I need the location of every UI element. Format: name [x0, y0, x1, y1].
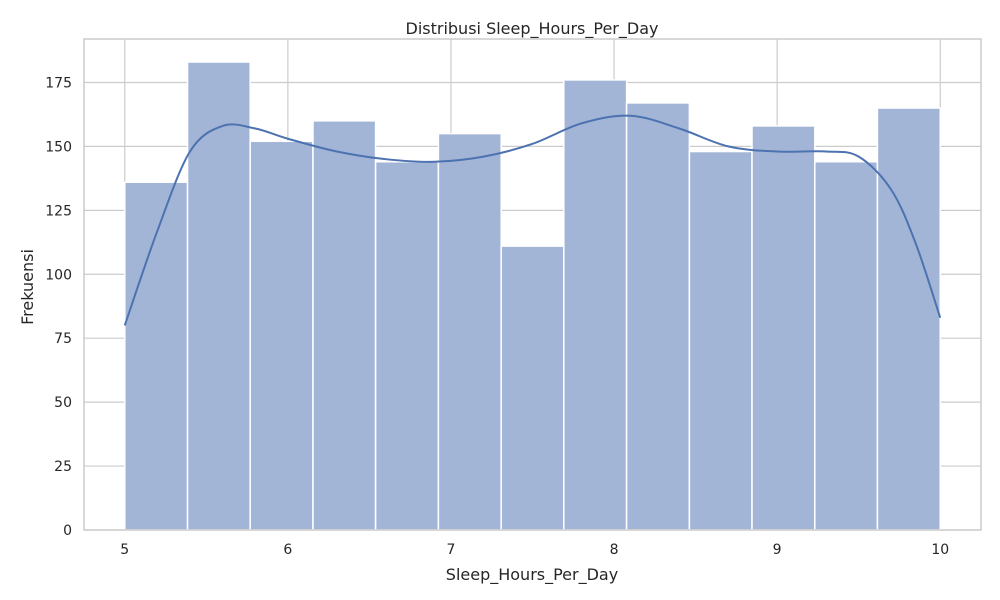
x-tick-label: 8: [610, 542, 619, 558]
chart-title: Distribusi Sleep_Hours_Per_Day: [406, 19, 659, 39]
y-tick-label: 50: [54, 395, 72, 411]
x-tick-label: 6: [283, 542, 292, 558]
kde-curve: [123, 114, 942, 326]
histogram-bar: [814, 161, 879, 531]
histogram-bar: [751, 125, 816, 531]
y-tick-label: 150: [45, 139, 72, 155]
histogram-bar: [500, 245, 565, 531]
y-axis-label: Frekuensi: [18, 249, 37, 325]
histogram-bar: [563, 79, 628, 531]
y-tick-label: 0: [63, 523, 72, 539]
y-tick-label: 25: [54, 459, 72, 475]
x-tick-label: 9: [773, 542, 782, 558]
plot-border: [83, 38, 982, 531]
y-axis-ticks: 0 25 50 75 100 125 150 175: [45, 75, 72, 539]
histogram-bar: [374, 161, 440, 531]
histogram-bar: [312, 120, 377, 531]
histogram-bar: [688, 150, 753, 531]
x-tick-label: 10: [931, 542, 949, 558]
y-tick-label: 175: [45, 75, 72, 91]
x-axis-ticks: 5 6 7 8 9 10: [120, 542, 949, 558]
histogram-bar: [625, 102, 691, 531]
x-tick-label: 7: [446, 542, 455, 558]
histogram-bars: [124, 61, 941, 531]
histogram-bar: [437, 132, 502, 531]
histogram-bar: [249, 140, 314, 531]
x-tick-label: 5: [120, 542, 129, 558]
histogram-bar: [876, 107, 941, 531]
y-tick-label: 125: [45, 203, 72, 219]
y-tick-label: 100: [45, 267, 72, 283]
plot-frame: [83, 38, 982, 531]
kde-curve-group: [123, 114, 942, 326]
histogram-bar: [186, 61, 251, 531]
x-axis-label: Sleep_Hours_Per_Day: [446, 565, 618, 585]
y-tick-label: 75: [54, 331, 72, 347]
